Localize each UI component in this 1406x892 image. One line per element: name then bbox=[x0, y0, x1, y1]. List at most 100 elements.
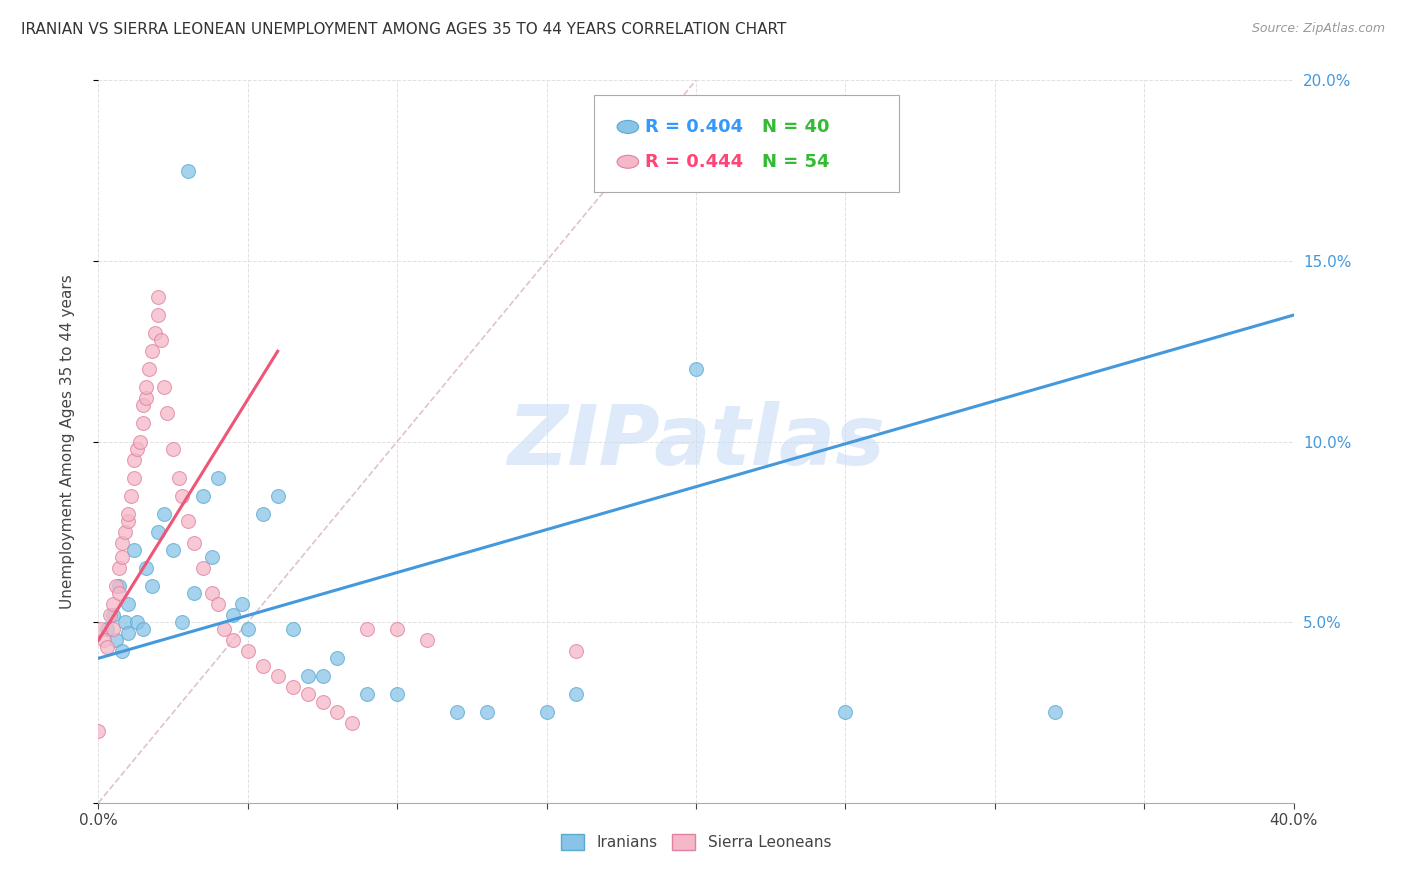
Text: ZIPatlas: ZIPatlas bbox=[508, 401, 884, 482]
Point bbox=[103, 607, 125, 622]
Point bbox=[150, 334, 173, 348]
Point bbox=[236, 623, 259, 637]
Point bbox=[148, 308, 170, 322]
Point bbox=[207, 597, 229, 611]
Point bbox=[446, 706, 468, 720]
Point bbox=[252, 658, 274, 673]
Point bbox=[120, 489, 142, 503]
Point bbox=[132, 623, 155, 637]
Point bbox=[132, 417, 155, 431]
Legend: Iranians, Sierra Leoneans: Iranians, Sierra Leoneans bbox=[555, 829, 837, 856]
Point bbox=[96, 640, 118, 655]
Point bbox=[172, 615, 194, 630]
Point bbox=[111, 550, 134, 565]
Point bbox=[172, 489, 194, 503]
Point bbox=[108, 579, 131, 593]
Point bbox=[177, 514, 200, 528]
Point bbox=[834, 706, 856, 720]
Point bbox=[98, 607, 122, 622]
Point bbox=[117, 507, 139, 521]
Point bbox=[191, 561, 214, 575]
Point bbox=[132, 398, 155, 412]
Point bbox=[117, 626, 139, 640]
Point bbox=[252, 507, 274, 521]
Point bbox=[297, 669, 319, 683]
Point bbox=[153, 507, 176, 521]
Point bbox=[356, 687, 378, 701]
Point bbox=[141, 579, 163, 593]
FancyBboxPatch shape bbox=[595, 95, 900, 193]
Point bbox=[90, 623, 112, 637]
Point bbox=[114, 524, 136, 539]
Point bbox=[103, 623, 125, 637]
Point bbox=[108, 586, 131, 600]
Point bbox=[162, 542, 184, 557]
Text: R = 0.404: R = 0.404 bbox=[644, 118, 742, 136]
Point bbox=[183, 586, 205, 600]
Point bbox=[326, 651, 349, 665]
Point bbox=[138, 362, 160, 376]
Circle shape bbox=[617, 155, 638, 169]
Point bbox=[156, 406, 179, 420]
Point bbox=[124, 471, 146, 485]
Circle shape bbox=[617, 120, 638, 134]
Point bbox=[236, 644, 259, 658]
Point bbox=[135, 380, 157, 394]
Point bbox=[105, 579, 128, 593]
Point bbox=[222, 633, 245, 648]
Point bbox=[177, 163, 200, 178]
Point bbox=[105, 633, 128, 648]
Point bbox=[96, 623, 118, 637]
Point bbox=[135, 391, 157, 405]
Point bbox=[129, 434, 152, 449]
Point bbox=[143, 326, 166, 340]
Point bbox=[141, 344, 163, 359]
Point bbox=[267, 669, 290, 683]
Point bbox=[416, 633, 439, 648]
Point bbox=[93, 633, 115, 648]
Point bbox=[135, 561, 157, 575]
Point bbox=[114, 615, 136, 630]
Point bbox=[565, 687, 588, 701]
Point bbox=[111, 535, 134, 549]
Point bbox=[148, 290, 170, 304]
Point bbox=[231, 597, 253, 611]
Point bbox=[111, 644, 134, 658]
Point bbox=[167, 471, 190, 485]
Point bbox=[162, 442, 184, 456]
Text: N = 40: N = 40 bbox=[762, 118, 830, 136]
Point bbox=[342, 716, 364, 731]
Point bbox=[103, 597, 125, 611]
Text: IRANIAN VS SIERRA LEONEAN UNEMPLOYMENT AMONG AGES 35 TO 44 YEARS CORRELATION CHA: IRANIAN VS SIERRA LEONEAN UNEMPLOYMENT A… bbox=[21, 22, 786, 37]
Point bbox=[207, 471, 229, 485]
Point bbox=[685, 362, 707, 376]
Point bbox=[124, 542, 146, 557]
Text: Source: ZipAtlas.com: Source: ZipAtlas.com bbox=[1251, 22, 1385, 36]
Point bbox=[127, 442, 149, 456]
Text: R = 0.444: R = 0.444 bbox=[644, 153, 742, 170]
Point bbox=[326, 706, 349, 720]
Point bbox=[108, 561, 131, 575]
Point bbox=[124, 452, 146, 467]
Point bbox=[87, 723, 110, 738]
Point bbox=[536, 706, 558, 720]
Point bbox=[385, 687, 409, 701]
Point bbox=[475, 706, 498, 720]
Point bbox=[311, 695, 333, 709]
Point bbox=[191, 489, 214, 503]
Point bbox=[281, 623, 304, 637]
Point bbox=[311, 669, 333, 683]
Point bbox=[117, 514, 139, 528]
Point bbox=[201, 550, 224, 565]
Point bbox=[281, 680, 304, 694]
Text: N = 54: N = 54 bbox=[762, 153, 830, 170]
Point bbox=[1043, 706, 1066, 720]
Point bbox=[153, 380, 176, 394]
Point bbox=[183, 535, 205, 549]
Y-axis label: Unemployment Among Ages 35 to 44 years: Unemployment Among Ages 35 to 44 years bbox=[60, 274, 75, 609]
Point bbox=[356, 623, 378, 637]
Point bbox=[117, 597, 139, 611]
Point bbox=[212, 623, 235, 637]
Point bbox=[148, 524, 170, 539]
Point bbox=[222, 607, 245, 622]
